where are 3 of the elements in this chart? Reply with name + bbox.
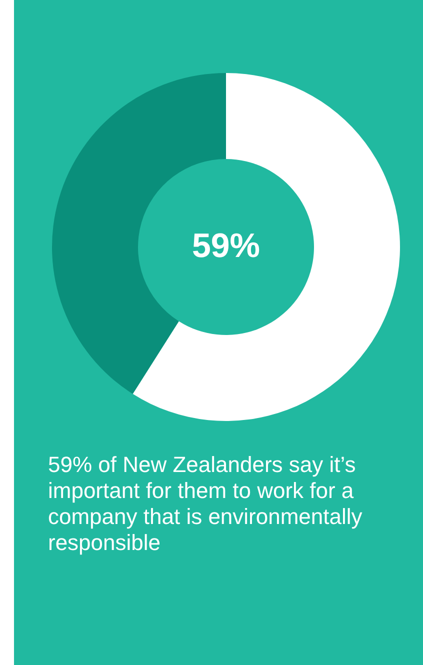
donut-slice bbox=[132, 73, 400, 421]
text: 59% bbox=[192, 227, 260, 265]
text: 59% of New Zealanders say it’s important for them to work for a company that is environmentally responsible bbox=[48, 452, 364, 556]
